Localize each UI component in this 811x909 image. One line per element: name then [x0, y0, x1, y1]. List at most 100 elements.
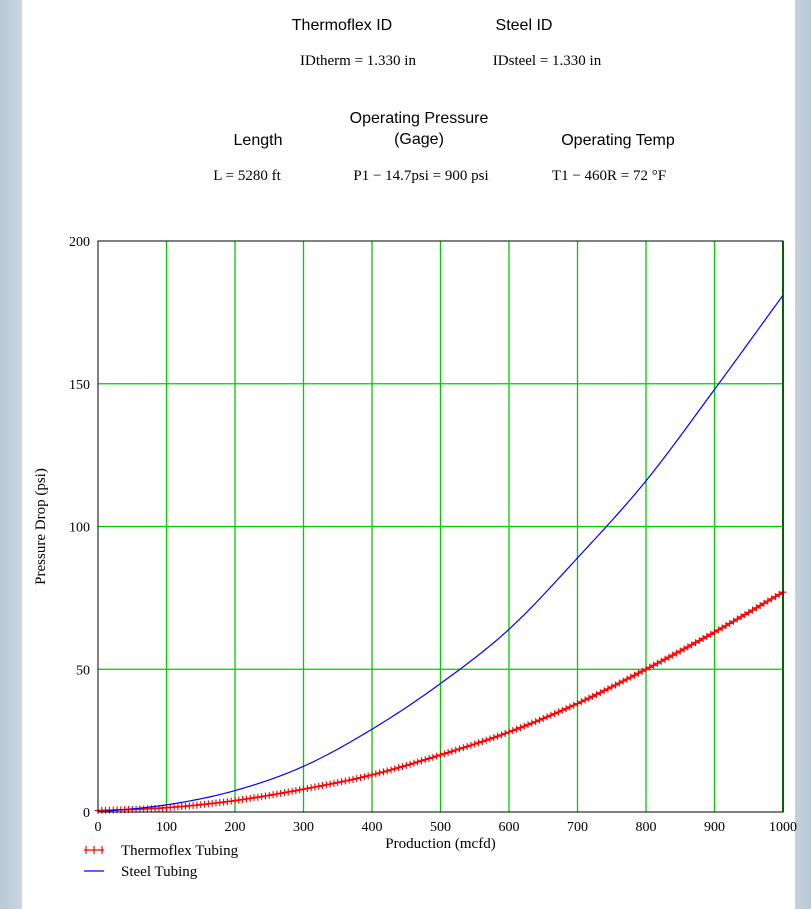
data-point-marker — [638, 667, 646, 675]
data-point-marker — [296, 786, 304, 794]
data-point-marker — [246, 794, 254, 802]
data-point-marker — [315, 782, 323, 790]
data-point-marker — [494, 732, 502, 740]
data-point-marker — [752, 604, 760, 612]
x-tick-label: 500 — [430, 820, 451, 835]
data-point-marker — [764, 597, 772, 605]
data-point-marker — [737, 613, 745, 621]
id-steel-expression: IDsteel = 1.330 in — [492, 53, 602, 69]
temp-expression: T1 − 460R = 72 °F — [551, 168, 667, 184]
data-point-marker — [269, 791, 277, 799]
data-point-marker — [707, 630, 715, 638]
data-point-marker — [497, 731, 505, 739]
data-point-marker — [395, 764, 403, 772]
data-point-marker — [471, 740, 479, 748]
data-point-marker — [733, 615, 741, 623]
data-point-marker — [258, 793, 266, 801]
data-point-marker — [699, 635, 707, 643]
data-point-marker — [421, 756, 429, 764]
data-point-marker — [448, 747, 456, 755]
thermoflex-id-label: Thermoflex ID — [291, 17, 393, 34]
data-point-marker — [528, 719, 536, 727]
data-point-marker — [661, 655, 669, 663]
legend-label: Thermoflex Tubing — [121, 843, 239, 859]
data-point-marker — [627, 673, 635, 681]
data-point-marker — [338, 778, 346, 786]
data-point-marker — [722, 622, 730, 630]
data-point-marker — [414, 758, 422, 766]
data-point-marker — [676, 647, 684, 655]
data-point-marker — [444, 749, 452, 757]
data-point-marker — [771, 593, 779, 601]
data-point-marker — [501, 729, 509, 737]
data-point-marker — [680, 645, 688, 653]
data-point-marker — [402, 761, 410, 769]
data-point-marker — [490, 734, 498, 742]
data-point-marker — [482, 736, 490, 744]
data-point-marker — [261, 792, 269, 800]
data-point-marker — [280, 789, 288, 797]
data-point-marker — [672, 649, 680, 657]
operating-pressure-gage-label: (Gage) — [394, 131, 444, 148]
tick-labels: 0 100 200 300 400 500 600 700 800 900 1000 0 50 100 15… — [69, 235, 797, 835]
data-point-marker — [456, 745, 464, 753]
data-point-marker — [547, 711, 555, 719]
data-point-marker — [646, 663, 654, 671]
x-tick-label: 200 — [225, 820, 246, 835]
data-point-marker — [749, 606, 757, 614]
legend-label: Steel Tubing — [121, 864, 198, 880]
data-point-marker — [718, 624, 726, 632]
pressure-expression: P1 − 14.7psi = 900 psi — [353, 168, 489, 184]
data-point-marker — [688, 641, 696, 649]
data-point-marker — [726, 619, 734, 627]
legend: Thermoflex Tubing Steel Tubing — [84, 843, 239, 880]
data-point-marker — [254, 793, 262, 801]
data-point-marker — [387, 766, 395, 774]
data-point-marker — [341, 777, 349, 785]
data-point-marker — [452, 746, 460, 754]
plot-frame — [97, 240, 784, 813]
y-tick-label: 100 — [69, 521, 90, 536]
data-point-marker — [524, 721, 532, 729]
series-thermoflex — [94, 588, 787, 815]
data-point-marker — [653, 659, 661, 667]
data-point-marker — [467, 741, 475, 749]
x-tick-label: 900 — [704, 820, 725, 835]
data-point-marker — [284, 788, 292, 796]
length-expression: L = 5280 ft — [213, 168, 281, 184]
data-point-marker — [684, 643, 692, 651]
data-point-marker — [615, 679, 623, 687]
data-point-marker — [311, 783, 319, 791]
data-point-marker — [303, 784, 311, 792]
series-steel — [97, 294, 784, 813]
x-tick-label: 300 — [293, 820, 314, 835]
data-point-marker — [364, 772, 372, 780]
data-point-marker — [551, 710, 559, 718]
data-point-marker — [577, 698, 585, 706]
x-tick-label: 100 — [156, 820, 177, 835]
data-point-marker — [322, 781, 330, 789]
data-point-marker — [376, 769, 384, 777]
x-tick-label: 1000 — [769, 820, 797, 835]
data-point-marker — [775, 590, 783, 598]
data-point-marker — [463, 742, 471, 750]
data-point-marker — [585, 694, 593, 702]
data-point-marker — [440, 750, 448, 758]
grid — [98, 241, 784, 812]
data-point-marker — [554, 708, 562, 716]
data-point-marker — [239, 796, 247, 804]
data-point-marker — [623, 675, 631, 683]
data-point-marker — [398, 763, 406, 771]
data-point-marker — [509, 727, 517, 735]
data-point-marker — [250, 794, 258, 802]
data-point-marker — [330, 779, 338, 787]
data-point-marker — [383, 767, 391, 775]
y-tick-label: 150 — [69, 378, 90, 393]
data-point-marker — [669, 651, 677, 659]
data-point-marker — [570, 701, 578, 709]
data-point-marker — [292, 787, 300, 795]
y-tick-label: 50 — [76, 663, 90, 678]
data-point-marker — [349, 775, 357, 783]
data-point-marker — [756, 602, 764, 610]
data-point-marker — [665, 653, 673, 661]
